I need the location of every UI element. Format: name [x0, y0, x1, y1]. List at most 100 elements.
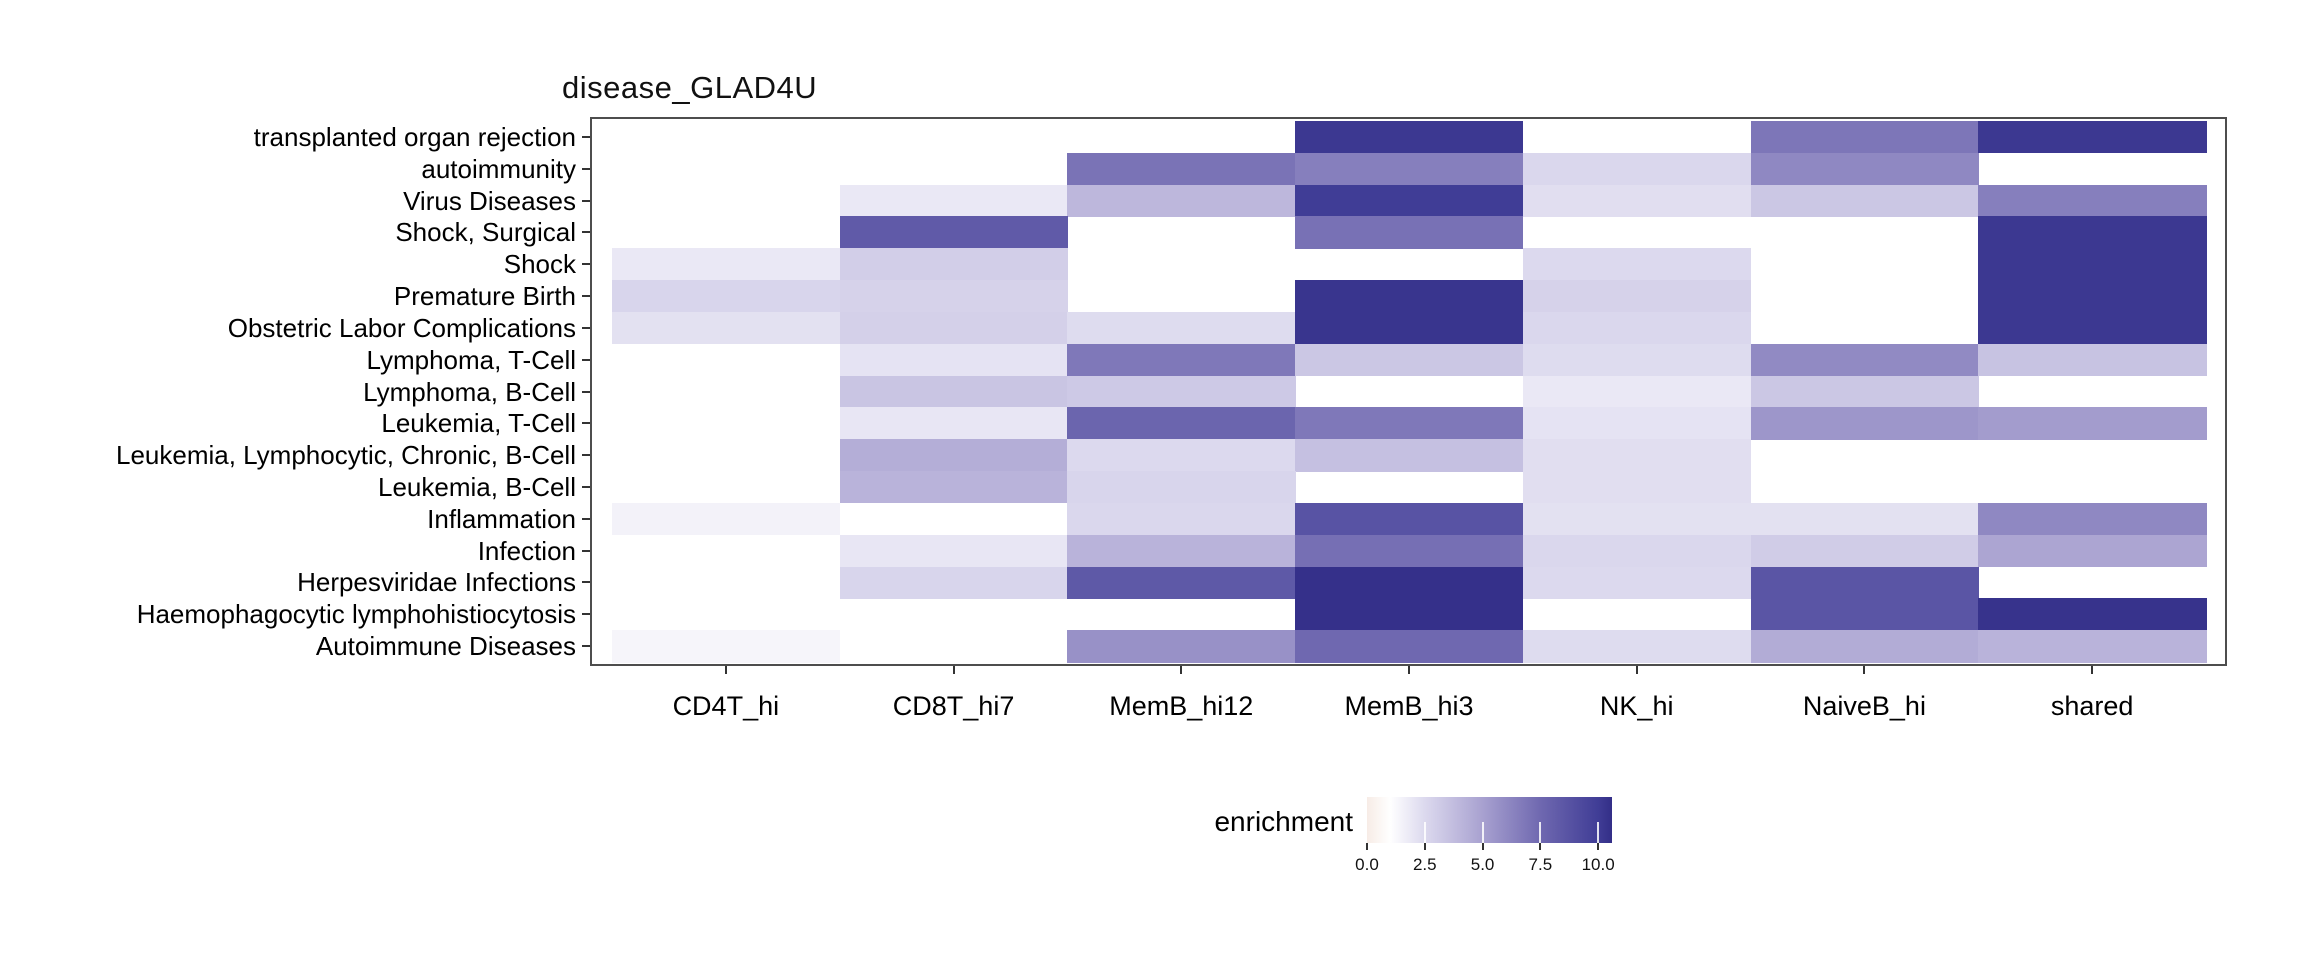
y-axis-label: Lymphoma, T-Cell: [366, 344, 576, 375]
heatmap-cell: [839, 280, 1069, 313]
heatmap-cell: [1750, 121, 1979, 154]
heatmap-cell: [1750, 630, 1979, 663]
y-axis-tick: [582, 613, 590, 616]
y-axis-tick: [582, 326, 590, 329]
y-axis-tick: [582, 581, 590, 584]
y-axis-label: Infection: [477, 535, 576, 566]
y-axis-tick: [582, 295, 590, 298]
legend-tick: [1597, 843, 1600, 850]
y-axis-label: Premature Birth: [393, 281, 576, 312]
y-axis-label: autoimmunity: [421, 153, 576, 184]
y-axis-label: Leukemia, B-Cell: [378, 471, 576, 502]
heatmap-cell: [1522, 152, 1752, 186]
heatmap-cell: [1295, 280, 1524, 313]
chart-title: disease_GLAD4U: [562, 70, 818, 105]
heatmap-cell: [1978, 280, 2207, 313]
y-axis-label: Virus Diseases: [403, 185, 576, 216]
legend-tick-mark: [1423, 822, 1426, 843]
x-axis-tick: [1408, 666, 1410, 674]
legend-tick: [1366, 843, 1368, 850]
heatmap-cell: [1522, 502, 1752, 536]
legend-tick: [1539, 843, 1542, 850]
x-axis-label: NK_hi: [1599, 691, 1674, 721]
heatmap-cell: [1295, 566, 1524, 599]
heatmap-cell: [612, 248, 841, 281]
x-axis-label: MemB_hi3: [1344, 691, 1474, 721]
x-axis-label: NaiveB_hi: [1802, 691, 1926, 721]
heatmap-cell: [839, 566, 1069, 599]
legend-tick-mark: [1481, 822, 1484, 843]
heatmap-cell: [1295, 534, 1524, 568]
heatmap-cell: [1522, 184, 1752, 218]
legend-tick-label: 2.5: [1412, 855, 1437, 874]
heatmap-cell: [1522, 375, 1752, 408]
heatmap-cell: [1978, 184, 2207, 218]
heatmap-cell: [1750, 407, 1979, 440]
legend-tick-label: 5.0: [1470, 855, 1495, 874]
heatmap-cell: [1067, 502, 1296, 536]
heatmap-cell: [1067, 471, 1296, 504]
heatmap-cell: [1295, 343, 1524, 377]
heatmap-cell: [1750, 184, 1979, 218]
y-axis-label: Autoimmune Diseases: [315, 631, 576, 662]
heatmap-cell: [1750, 534, 1979, 568]
heatmap-cell: [839, 343, 1069, 377]
legend-colorbar: [1367, 797, 1612, 843]
heatmap-cell: [1295, 311, 1524, 345]
heatmap-cell: [1978, 534, 2207, 568]
legend-tick: [1481, 843, 1484, 850]
heatmap-cell: [1067, 439, 1296, 472]
heatmap-cell: [1067, 311, 1296, 345]
heatmap-cell: [1067, 343, 1296, 377]
y-axis-label: Shock, Surgical: [395, 217, 576, 248]
heatmap-cell: [839, 439, 1069, 472]
heatmap-cell: [1295, 407, 1524, 440]
y-axis-tick: [582, 645, 590, 648]
y-axis-tick: [582, 199, 590, 202]
legend-tick-label: 7.5: [1528, 855, 1553, 874]
y-axis-tick: [582, 454, 590, 457]
heatmap-cell: [1750, 375, 1979, 408]
heatmap-cell: [1295, 630, 1524, 663]
heatmap-cell: [1295, 439, 1524, 472]
y-axis-tick: [582, 549, 590, 552]
heatmap-cell: [839, 375, 1069, 408]
heatmap-cell: [612, 280, 841, 313]
heatmap-cell: [839, 471, 1069, 504]
y-axis-label: Herpesviridae Infections: [297, 567, 576, 598]
legend-title: enrichment: [1214, 806, 1353, 837]
heatmap-cell: [1978, 343, 2207, 377]
heatmap-cell: [1295, 121, 1524, 154]
heatmap-cell: [1522, 630, 1752, 663]
heatmap-cell: [1522, 439, 1752, 472]
heatmap-cell: [612, 502, 841, 536]
heatmap-cell: [1978, 216, 2207, 249]
x-axis-label: CD8T_hi7: [892, 691, 1015, 721]
heatmap-cell: [1067, 566, 1296, 599]
y-axis-tick: [582, 135, 590, 138]
heatmap-cell: [1978, 248, 2207, 281]
y-axis-label: Inflammation: [427, 503, 576, 534]
heatmap-cell: [1295, 216, 1524, 249]
heatmap-cell: [1522, 534, 1752, 568]
heatmap-cell: [1750, 502, 1979, 536]
y-axis-tick: [582, 422, 590, 425]
heatmap-cell: [839, 248, 1069, 281]
x-axis-label: MemB_hi12: [1109, 691, 1254, 721]
heatmap-cell: [839, 311, 1069, 345]
x-axis-tick: [952, 666, 955, 674]
heatmap-cell: [1295, 152, 1524, 186]
x-axis-tick: [2091, 666, 2094, 674]
y-axis-tick: [582, 485, 590, 488]
x-axis-tick: [1635, 666, 1638, 674]
heatmap-cell: [1067, 407, 1296, 440]
heatmap-cell: [839, 534, 1069, 568]
legend-tick-label: 0.0: [1355, 855, 1379, 874]
y-axis-label: Lymphoma, B-Cell: [363, 376, 576, 407]
heatmap-cell: [1978, 630, 2207, 663]
y-axis-label: Haemophagocytic lymphohistiocytosis: [136, 599, 576, 630]
heatmap-cell: [1295, 598, 1524, 631]
heatmap-cell: [1978, 121, 2207, 154]
legend-tick-mark: [1539, 822, 1542, 843]
